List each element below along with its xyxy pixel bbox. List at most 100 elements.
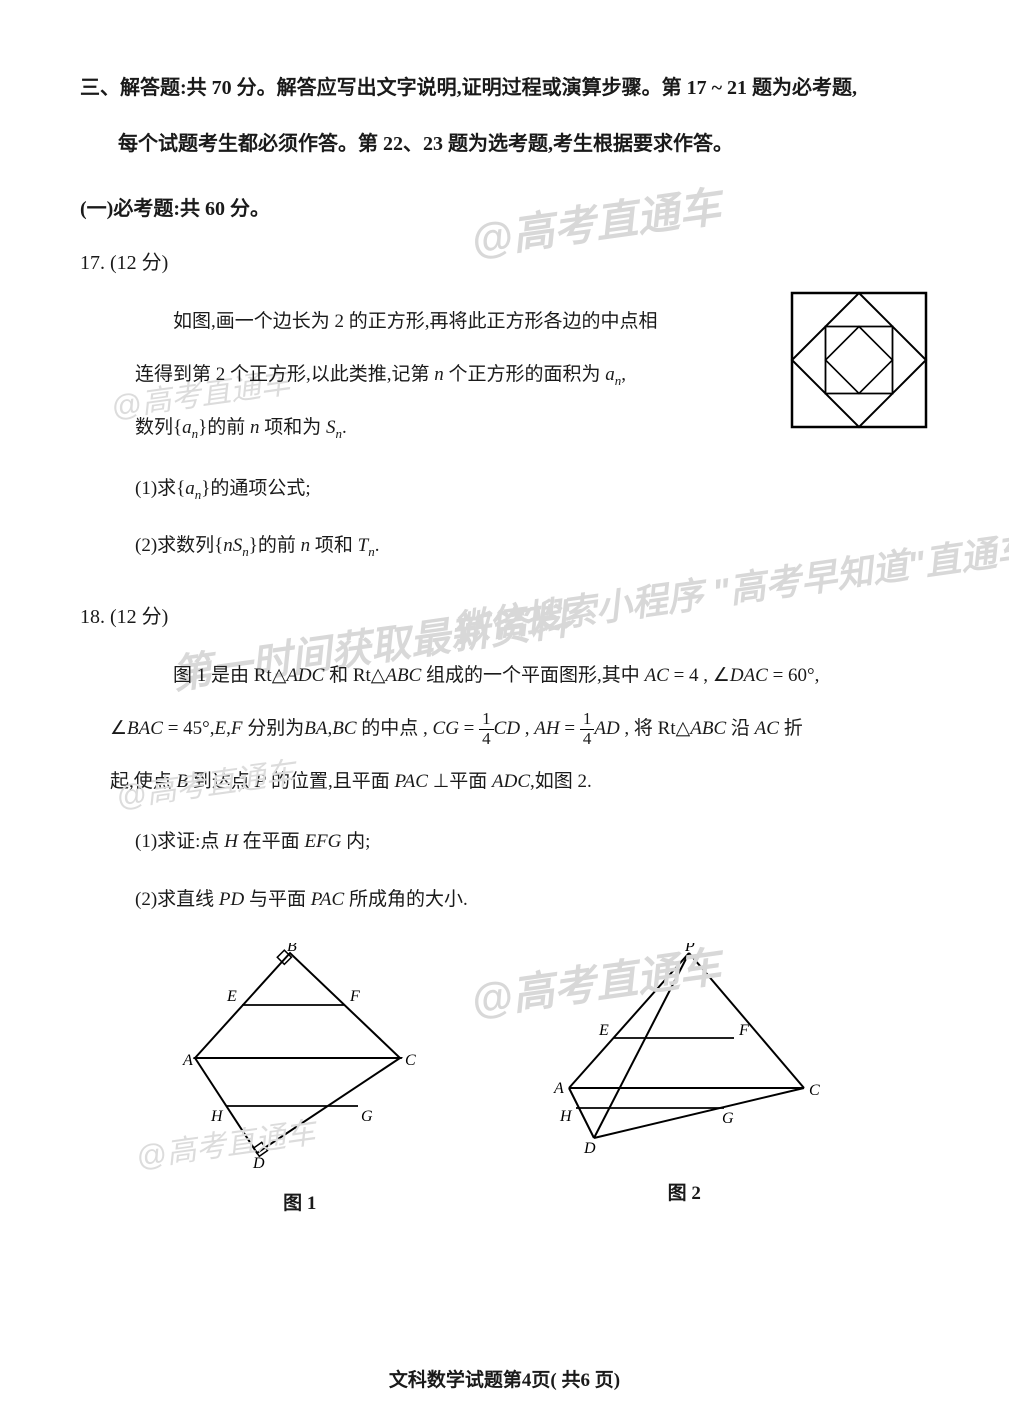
q17-text: 如图,画一个边长为 2 的正方形,再将此正方形各边的中点相: [173, 311, 658, 332]
var-P: P: [255, 771, 267, 792]
var-ABC: ABC: [385, 665, 421, 686]
frac-den: 4: [479, 730, 494, 749]
q18-text: = 60°,: [768, 665, 820, 686]
svg-text:F: F: [349, 988, 360, 1005]
section-header-line2: 每个试题考生都必须作答。第 22、23 题为选考题,考生根据要求作答。: [80, 116, 929, 172]
q17-text: 项和为: [260, 417, 327, 438]
svg-text:C: C: [809, 1082, 820, 1099]
var-B: B: [177, 771, 189, 792]
q17-text: 数列{: [135, 417, 182, 438]
frac-den: 4: [580, 730, 595, 749]
var-S: S: [326, 417, 336, 438]
q18-text: =: [560, 718, 580, 739]
var-ABC: ABC: [690, 718, 726, 739]
fraction: 14: [479, 710, 494, 748]
q18-p1-text: (1)求证:点: [135, 831, 224, 852]
svg-text:H: H: [559, 1108, 573, 1125]
var-AD: AD: [594, 718, 619, 739]
q18-text: =: [459, 718, 479, 739]
question-18-body: 图 1 是由 Rt△ADC 和 Rt△ABC 组成的一个平面图形,其中 AC =…: [80, 649, 929, 702]
var-ADC: ADC: [286, 665, 324, 686]
var-BA: BA: [304, 718, 327, 739]
q17-text: }的前: [198, 417, 250, 438]
figure-1-label: 图 1: [175, 1188, 425, 1215]
var-n: n: [301, 535, 311, 556]
var-a: a: [605, 364, 615, 385]
question-17-number: 17. (12 分): [80, 246, 929, 275]
svg-text:D: D: [583, 1140, 596, 1157]
var-PAC: PAC: [311, 889, 344, 910]
q17-text: 个正方形的面积为: [444, 364, 606, 385]
var-PD: PD: [219, 889, 244, 910]
q18-text: 折: [779, 718, 803, 739]
q18-text: 图 1 是由 Rt△: [173, 665, 286, 686]
q17-p2-text: (2)求数列{: [135, 535, 223, 556]
svg-text:E: E: [598, 1022, 609, 1039]
q18-text: ∠: [110, 718, 127, 739]
svg-text:H: H: [210, 1108, 224, 1125]
svg-text:F: F: [738, 1022, 749, 1039]
q18-p2-text: (2)求直线: [135, 889, 219, 910]
q18-text: 的位置,且平面: [266, 771, 394, 792]
frac-num: 1: [479, 710, 494, 730]
figure-2-label: 图 2: [534, 1178, 834, 1205]
figure-row: A B C D E F H G 图 1 P A C D E F H: [80, 943, 929, 1215]
q17-text: 连得到第 2 个正方形,以此类推,记第: [135, 364, 434, 385]
q18-text: 到达点: [188, 771, 255, 792]
var-E: E: [215, 718, 227, 739]
svg-text:B: B: [287, 943, 297, 955]
q18-text: 组成的一个平面图形,其中: [421, 665, 644, 686]
svg-text:P: P: [684, 943, 695, 955]
period: .: [375, 535, 380, 556]
q18-text: 分别为: [242, 718, 304, 739]
var-T: T: [358, 535, 369, 556]
var-CD: CD: [494, 718, 520, 739]
var-AC: AC: [755, 718, 779, 739]
svg-text:A: A: [553, 1080, 564, 1097]
comma: ,: [621, 364, 626, 385]
question-17-part1: (1)求{an}的通项公式;: [80, 465, 929, 513]
var-n: n: [250, 417, 260, 438]
q18-text: , 将 Rt△: [620, 718, 691, 739]
q18-p2-text: 与平面: [244, 889, 311, 910]
q17-p1-text: }的通项公式;: [201, 478, 310, 499]
question-18-line3: 起,使点 B 到达点 P 的位置,且平面 PAC ⊥平面 ADC,如图 2.: [80, 755, 929, 808]
q18-text: ,: [520, 718, 534, 739]
q18-text: 和 Rt△: [324, 665, 385, 686]
var-BC: BC: [332, 718, 356, 739]
question-18-part1: (1)求证:点 H 在平面 EFG 内;: [80, 818, 929, 866]
svg-text:A: A: [182, 1052, 193, 1069]
q18-text: = 4 , ∠: [669, 665, 730, 686]
period: .: [342, 417, 347, 438]
question-18-part2: (2)求直线 PD 与平面 PAC 所成角的大小.: [80, 876, 929, 924]
section-header: 三、解答题:共 70 分。解答应写出文字说明,证明过程或演算步骤。第 17 ~ …: [80, 60, 929, 172]
var-S: S: [233, 535, 243, 556]
q17-p2-text: 项和: [310, 535, 358, 556]
question-17-part2: (2)求数列{nSn}的前 n 项和 Tn.: [80, 522, 929, 570]
var-EFG: EFG: [304, 831, 341, 852]
section-header-line1: 三、解答题:共 70 分。解答应写出文字说明,证明过程或演算步骤。第 17 ~ …: [80, 60, 929, 116]
q18-text: = 45°,: [163, 718, 215, 739]
sub-section-header: (一)必考题:共 60 分。: [80, 192, 929, 221]
q18-text: 的中点 ,: [357, 718, 433, 739]
question-18-line2: ∠BAC = 45°,E,F 分别为BA,BC 的中点 , CG = 14CD …: [80, 702, 929, 755]
figure-1-svg: A B C D E F H G: [175, 943, 425, 1168]
frac-num: 1: [580, 710, 595, 730]
svg-text:G: G: [361, 1108, 373, 1125]
q18-text: 沿: [726, 718, 755, 739]
question-18-number: 18. (12 分): [80, 600, 929, 629]
question-17-body: 如图,画一个边长为 2 的正方形,再将此正方形各边的中点相 连得到第 2 个正方…: [80, 295, 929, 455]
figure-2-box: P A C D E F H G 图 2: [534, 943, 834, 1215]
q17-p2-text: }的前: [249, 535, 301, 556]
var-ADC: ADC: [492, 771, 530, 792]
q18-p1-text: 内;: [341, 831, 370, 852]
var-CG: CG: [433, 718, 459, 739]
var-PAC: PAC: [395, 771, 428, 792]
var-n: n: [223, 535, 233, 556]
svg-text:D: D: [252, 1155, 265, 1168]
var-n: n: [434, 364, 444, 385]
svg-text:C: C: [405, 1052, 416, 1069]
q18-text: ⊥平面: [428, 771, 492, 792]
var-AH: AH: [534, 718, 559, 739]
fraction: 14: [580, 710, 595, 748]
